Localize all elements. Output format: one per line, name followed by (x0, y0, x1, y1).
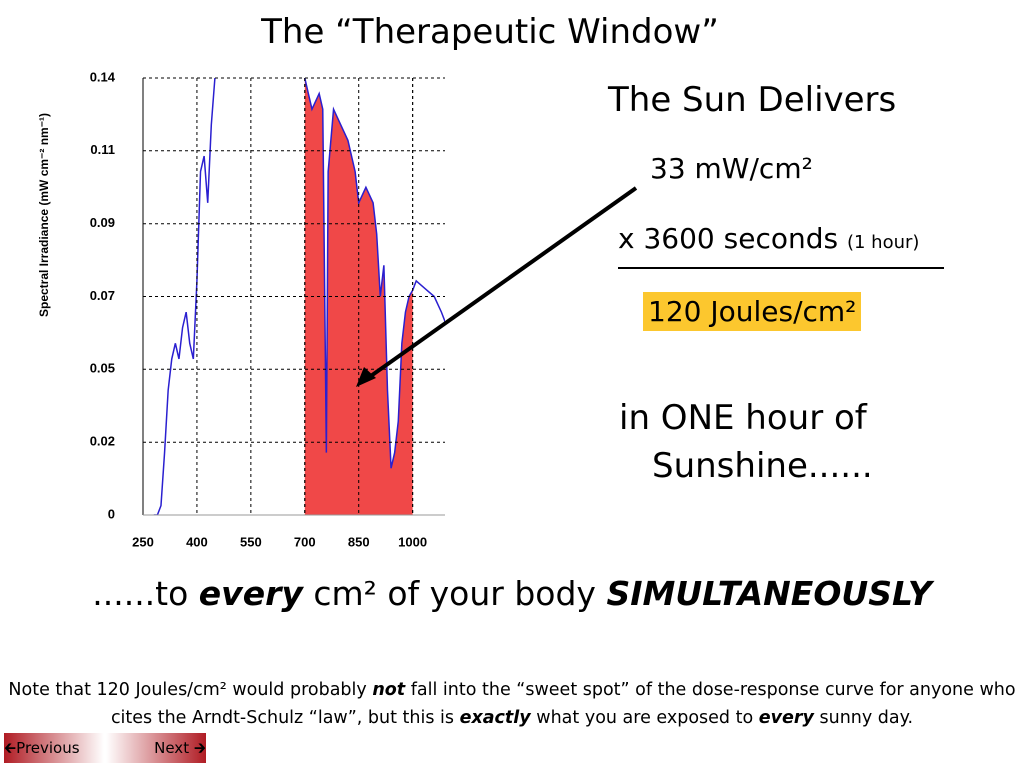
text: sunny day. (813, 708, 914, 728)
arrow (366, 186, 638, 380)
x-tick-label: 700 (294, 534, 316, 549)
every-line: ......to every cm² of your body SIMULTAN… (0, 574, 1024, 613)
y-tick-label: 0.09 (90, 215, 115, 230)
hour-line-2: Sunshine...... (652, 446, 873, 486)
note: Note that 120 Joules/cm² would probably … (4, 676, 1020, 732)
previous-label: Previous (16, 739, 80, 757)
x-tick-label: 850 (348, 534, 370, 549)
y-tick-label: 0.05 (90, 361, 115, 376)
next-button[interactable]: Next 🡲 (106, 733, 206, 763)
arrow-head (356, 367, 376, 387)
next-label: Next (154, 739, 190, 757)
text: Note that 120 Joules/cm² would probably (8, 680, 373, 700)
y-tick-label: 0.07 (90, 288, 115, 303)
y-tick-label: 0 (108, 506, 115, 521)
emph: every (198, 574, 303, 613)
spacer (340, 185, 640, 190)
sun-delivers: The Sun Delivers (608, 80, 897, 120)
seconds: x 3600 seconds (1 hour) (618, 222, 919, 255)
x-tick-label: 550 (240, 534, 262, 549)
hour-note: (1 hour) (846, 232, 920, 253)
emph: every (758, 708, 814, 728)
emph: exactly (459, 708, 531, 728)
y-axis-label: Spectral Irradiance (mW cm⁻² nm⁻¹) (37, 113, 51, 317)
x-tick-label: 250 (132, 534, 154, 549)
power: 33 mW/cm² (650, 152, 813, 185)
text: what you are exposed to (530, 708, 759, 728)
text: ......to (92, 574, 199, 613)
x-tick-label: 400 (186, 534, 208, 549)
title: The “Therapeutic Window” (261, 12, 719, 52)
y-tick-label: 0.02 (90, 434, 115, 449)
x-tick-label: 1000 (398, 534, 427, 549)
spectrum-line (153, 78, 445, 515)
y-tick-label: 0.11 (90, 142, 115, 157)
emph: SIMULTANEOUSLY (606, 574, 932, 613)
previous-button[interactable]: 🡰Previous (4, 733, 104, 763)
text: cm² of your body (302, 574, 607, 613)
result: 120 Joules/cm² (643, 292, 862, 331)
hour-line-1: in ONE hour of (619, 398, 867, 438)
seconds-text: x 3600 seconds (618, 222, 839, 255)
y-tick-label: 0.14 (90, 69, 116, 84)
text: fall into the “sweet spot” of the dose-r… (110, 680, 1016, 728)
emph: not (372, 680, 406, 700)
